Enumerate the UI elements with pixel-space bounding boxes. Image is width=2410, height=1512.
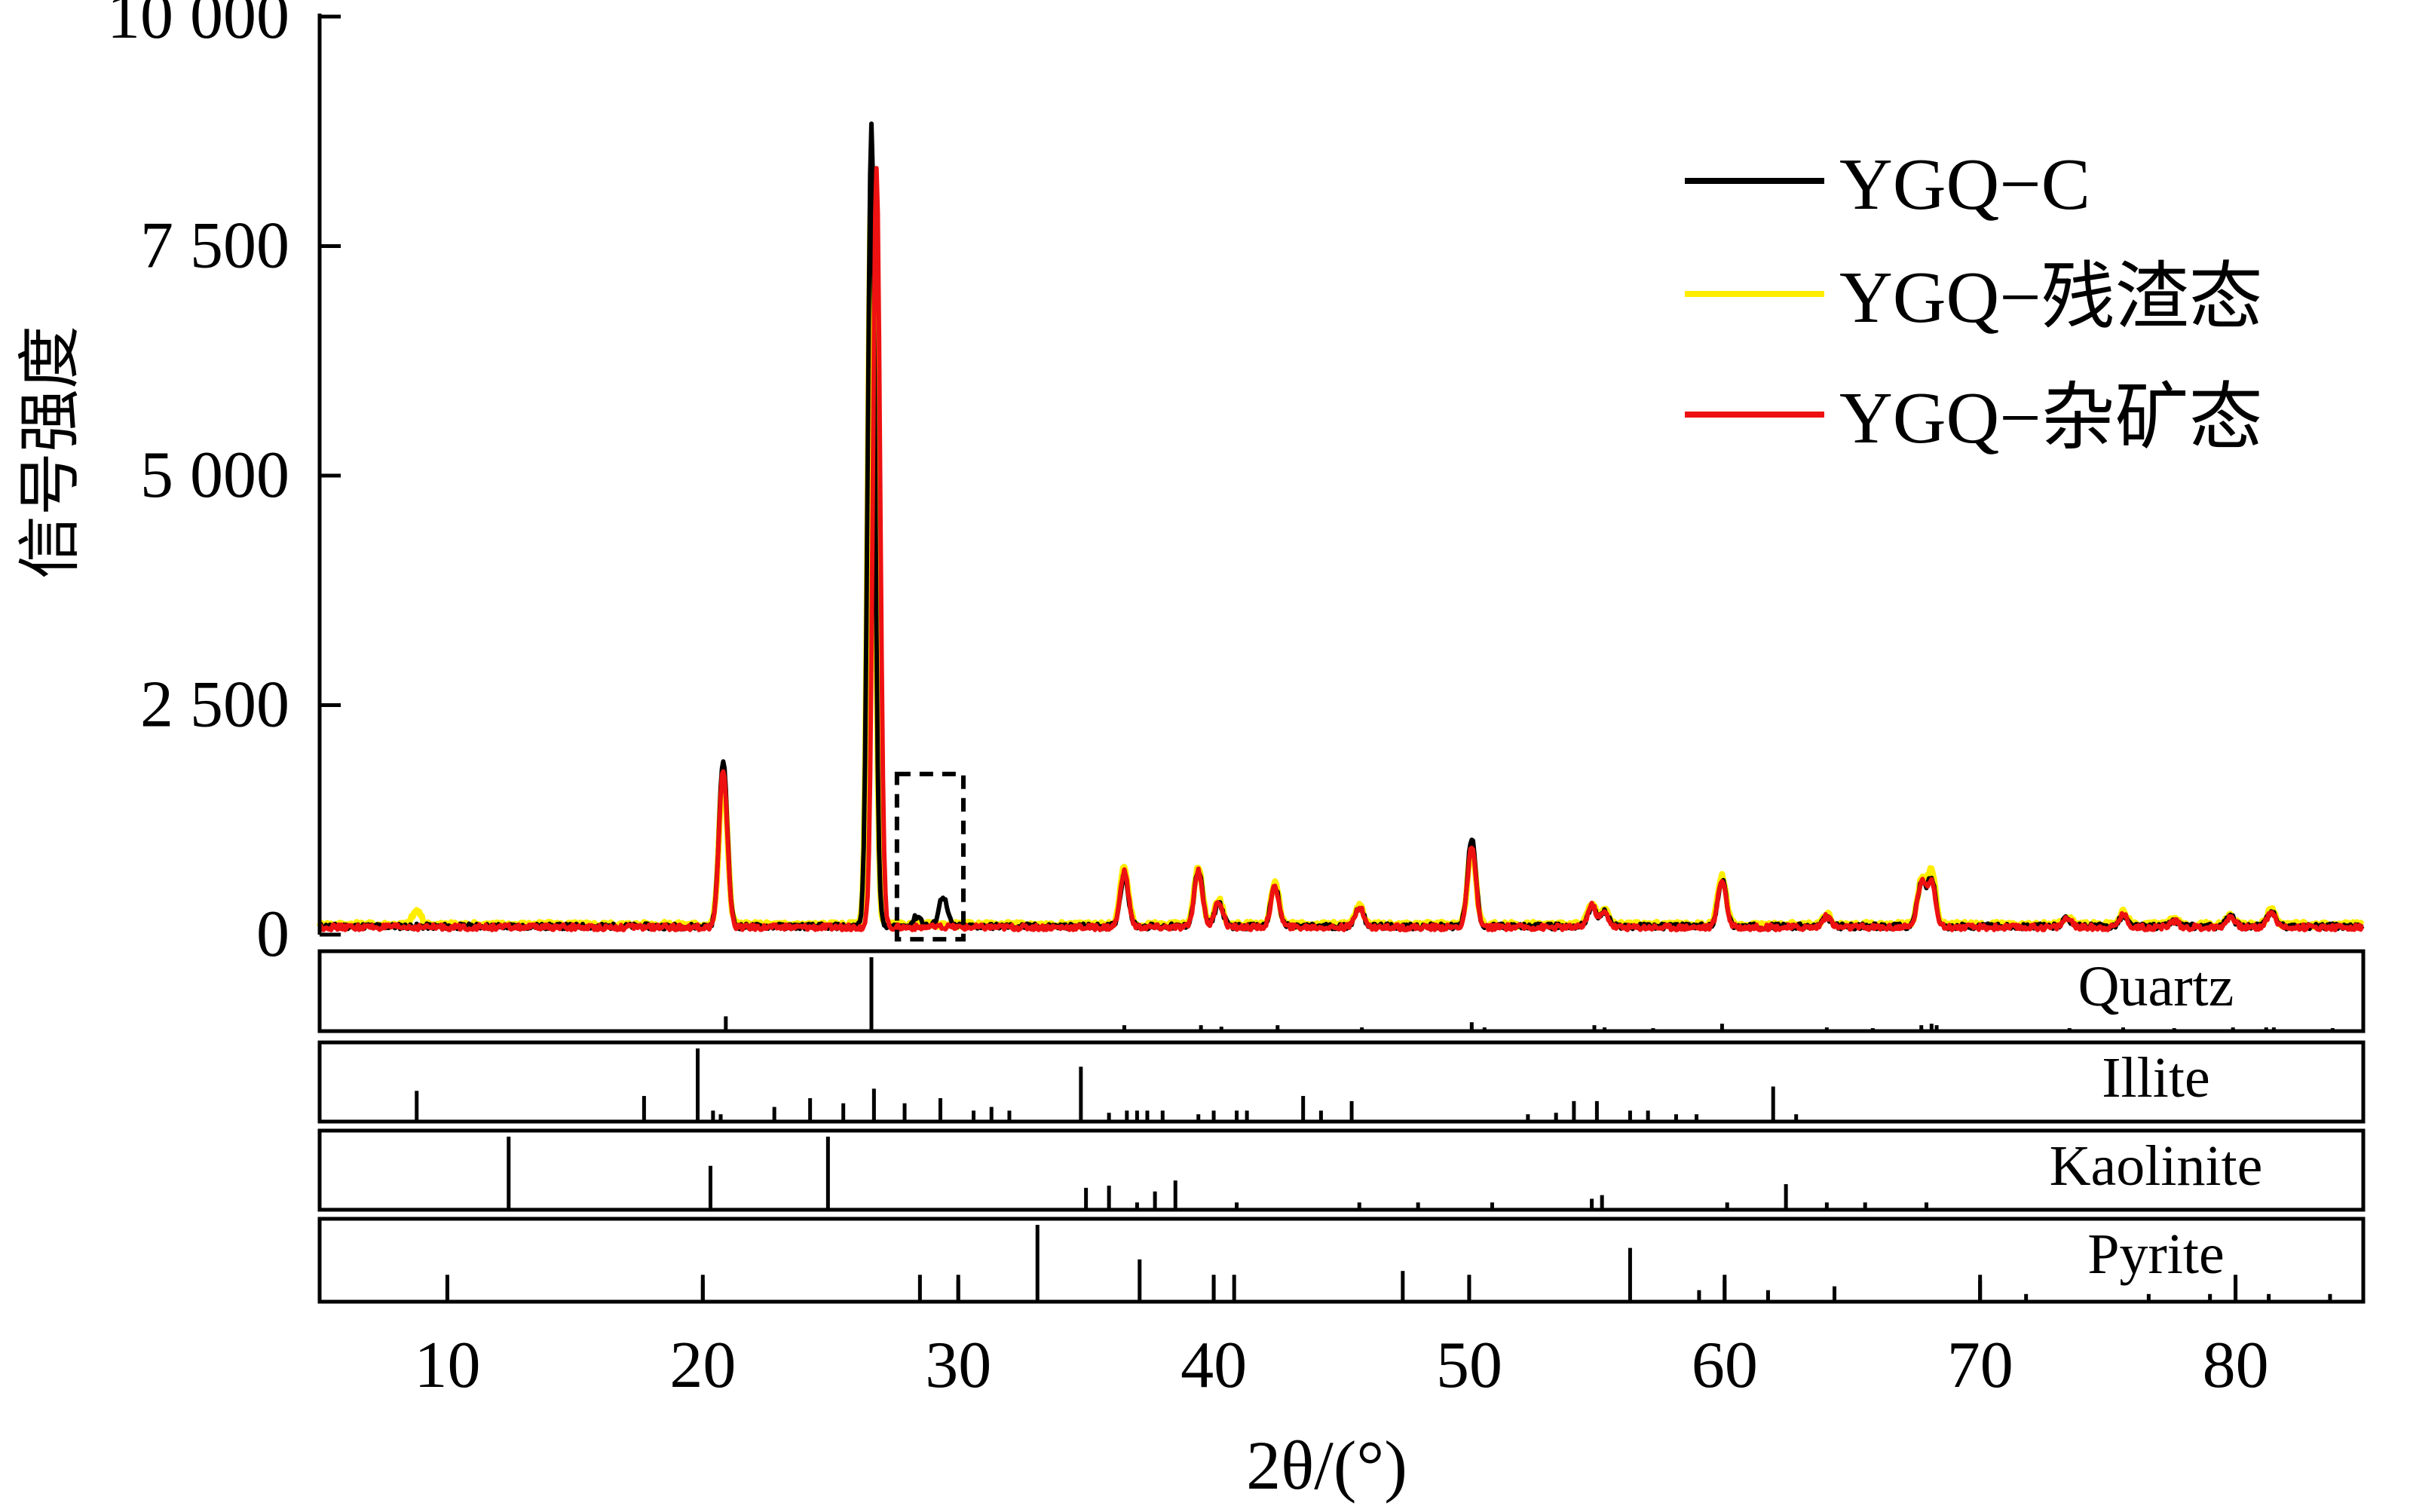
panel-quartz: Quartz (317, 949, 2366, 1033)
panel-label: Quartz (2078, 955, 2234, 1018)
y-tick-label: 7 500 (140, 210, 289, 283)
panel-frame (317, 1217, 2366, 1304)
y-tick-label: 5 000 (140, 439, 289, 512)
reference-panels: Quartz Illite Kaolinite Pyrite 10 20 30 40 50 60 7… (317, 949, 2366, 1402)
panel-pyrite: Pyrite (317, 1217, 2366, 1304)
legend-label: YGQ−C (1839, 144, 2090, 225)
legend-label: YGQ−残渣态 (1839, 257, 2263, 338)
y-tick-label: 2 500 (140, 669, 289, 742)
panel-label: Kaolinite (2050, 1134, 2263, 1198)
panel-kaolinite: Kaolinite (317, 1128, 2366, 1212)
y-axis-title: 信号强度 (13, 326, 87, 579)
panel-illite: Illite (317, 1040, 2366, 1124)
x-tick-label: 50 (1436, 1329, 1502, 1402)
main-plot-series (317, 121, 2366, 942)
panel-frame (317, 949, 2366, 1033)
main-plot-axes: 0 2 500 5 000 7 500 10 000 (107, 0, 341, 971)
x-tick-label: 30 (925, 1329, 991, 1402)
panel-label: Pyrite (2087, 1223, 2225, 1286)
x-axis-title: 2θ/(°) (1246, 1427, 1407, 1504)
dashed-annotation-box (894, 771, 966, 942)
panel-label: Illite (2102, 1046, 2210, 1110)
series-line-1 (317, 121, 2365, 932)
x-tick-label: 10 (414, 1329, 480, 1402)
y-tick-label: 10 000 (107, 0, 289, 53)
x-tick-label: 60 (1692, 1329, 1758, 1402)
legend-label: YGQ−杂矿态 (1839, 378, 2263, 459)
series-line-3 (318, 166, 2365, 932)
y-tick-label: 0 (256, 898, 289, 971)
panel-frame (317, 1128, 2366, 1212)
x-tick-label: 70 (1947, 1329, 2013, 1402)
x-tick-label: 80 (2203, 1329, 2269, 1402)
legend: YGQ−C YGQ−残渣态 YGQ−杂矿态 (1685, 144, 2263, 459)
x-tick-label: 20 (669, 1329, 736, 1402)
x-tick-label: 40 (1181, 1329, 1247, 1402)
panel-frame (317, 1040, 2366, 1124)
